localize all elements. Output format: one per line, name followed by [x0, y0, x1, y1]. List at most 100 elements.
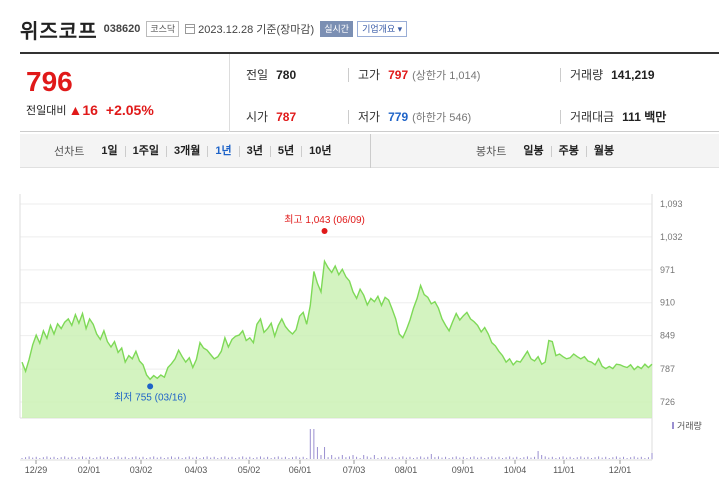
volume-bar	[477, 457, 479, 459]
volume-bar	[334, 457, 336, 459]
volume-bar	[178, 456, 180, 459]
volume-bar	[359, 458, 361, 459]
period-1y[interactable]: 1년	[207, 145, 238, 157]
volume-bar	[409, 456, 411, 459]
volume-bar	[135, 456, 137, 459]
low-stat: 저가 779 (하한가 546)	[358, 108, 471, 125]
toolbar-divider	[370, 134, 371, 168]
candle-weekly[interactable]: 주봉	[550, 145, 586, 157]
volume-bar	[71, 456, 73, 459]
y-tick-label: 787	[660, 364, 675, 374]
volume-bar	[462, 456, 464, 459]
volume-bar	[67, 457, 69, 459]
x-tick-label: 12/29	[25, 465, 48, 475]
volume-bar	[352, 455, 354, 459]
volume-bar	[238, 457, 240, 459]
upper-limit: (상한가 1,014)	[412, 69, 481, 82]
x-tick-label: 02/01	[78, 465, 101, 475]
volume-bar	[57, 458, 59, 459]
volume-bar	[356, 456, 358, 459]
volume-bar	[395, 458, 397, 459]
volume-label: 거래량	[570, 68, 604, 82]
volume-bar	[331, 455, 333, 459]
volume-bar	[502, 458, 504, 459]
change-percent: +2.05%	[105, 102, 154, 118]
volume-bar	[231, 456, 233, 459]
volume-bar	[46, 456, 48, 459]
period-3m[interactable]: 3개월	[165, 145, 207, 157]
volume-bar	[281, 457, 283, 459]
volume-bar	[590, 458, 592, 459]
prev-close-label: 전일	[246, 68, 269, 82]
volume-bar	[601, 457, 603, 459]
candle-daily[interactable]: 일봉	[523, 144, 544, 157]
volume-bar	[117, 456, 119, 459]
volume-bar	[640, 456, 642, 459]
volume-bar	[437, 456, 439, 459]
volume-bar	[210, 457, 212, 459]
volume-bar	[199, 458, 201, 459]
volume-bar	[82, 456, 84, 459]
period-1w[interactable]: 1주일	[124, 145, 166, 157]
realtime-button[interactable]: 실시간	[320, 21, 354, 37]
volume-value: 141,219	[611, 67, 655, 82]
volume-bar	[224, 456, 226, 459]
volume-bar	[138, 457, 140, 459]
volume-bar	[523, 457, 525, 459]
volume-bar	[74, 458, 76, 459]
volume-bar	[256, 457, 258, 459]
volume-bar	[128, 458, 130, 459]
period-3y[interactable]: 3년	[238, 145, 270, 157]
price-chart[interactable]: 1,093 1,032 971 910 849 787 726 최고 1,043 (06/0…	[0, 170, 719, 495]
volume-bar	[49, 457, 51, 459]
high-label: 고가	[358, 68, 381, 82]
price-line	[21, 258, 653, 381]
volume-bar	[274, 457, 276, 459]
volume-bar	[39, 458, 41, 459]
volume-bar	[103, 457, 105, 459]
volume-bar	[509, 456, 511, 459]
y-tick-label: 971	[660, 265, 675, 275]
volume-bar	[558, 457, 560, 459]
price-summary: 796 전일대비 ▲ 16 +2.05% 전일 780 고가 797 (상한가 …	[20, 52, 719, 132]
company-info-dropdown[interactable]: 기업개요 ▾	[357, 21, 408, 37]
y-tick-label: 849	[660, 331, 675, 341]
volume-bar	[292, 457, 294, 459]
volume-bar	[598, 456, 600, 459]
volume-bar	[491, 456, 493, 459]
period-5y[interactable]: 5년	[269, 145, 301, 157]
volume-bar	[217, 458, 219, 459]
volume-bar	[430, 454, 432, 459]
volume-bar	[427, 456, 429, 459]
volume-bar	[213, 456, 215, 459]
up-arrow-icon: ▲	[68, 102, 83, 118]
volume-bar	[149, 457, 151, 459]
volume-bar	[327, 457, 329, 459]
volume-bar	[398, 457, 400, 459]
calendar-icon	[185, 24, 196, 34]
period-10y[interactable]: 10년	[301, 145, 338, 157]
volume-bar	[452, 457, 454, 459]
candle-monthly[interactable]: 월봉	[585, 145, 621, 157]
y-tick-label: 910	[660, 298, 675, 308]
change-label: 전일대비	[26, 105, 67, 117]
volume-bar	[245, 457, 247, 459]
volume-bar	[131, 457, 133, 459]
volume-bar	[487, 457, 489, 459]
volume-bar	[619, 457, 621, 459]
volume-bar	[363, 455, 365, 459]
volume-bar	[583, 457, 585, 459]
candle-chart-label: 봉차트	[476, 146, 507, 158]
y-tick-label: 1,032	[660, 232, 683, 242]
change-row: 전일대비 ▲ 16 +2.05%	[26, 102, 154, 118]
volume-bar	[562, 456, 564, 459]
volume-bar	[348, 456, 350, 459]
prev-close-value: 780	[276, 67, 297, 82]
volume-bar	[633, 456, 635, 459]
period-1d[interactable]: 1일	[101, 144, 118, 157]
price-chart-svg[interactable]: 1,093 1,032 971 910 849 787 726 최고 1,043 (06/0…	[0, 170, 719, 495]
volume-bar	[195, 456, 197, 459]
volume-bar	[341, 455, 343, 459]
line-chart-periods: 선차트 1일 1주일 3개월 1년 3년 5년 10년	[54, 134, 338, 168]
amount-value: 111 백만	[622, 110, 667, 124]
